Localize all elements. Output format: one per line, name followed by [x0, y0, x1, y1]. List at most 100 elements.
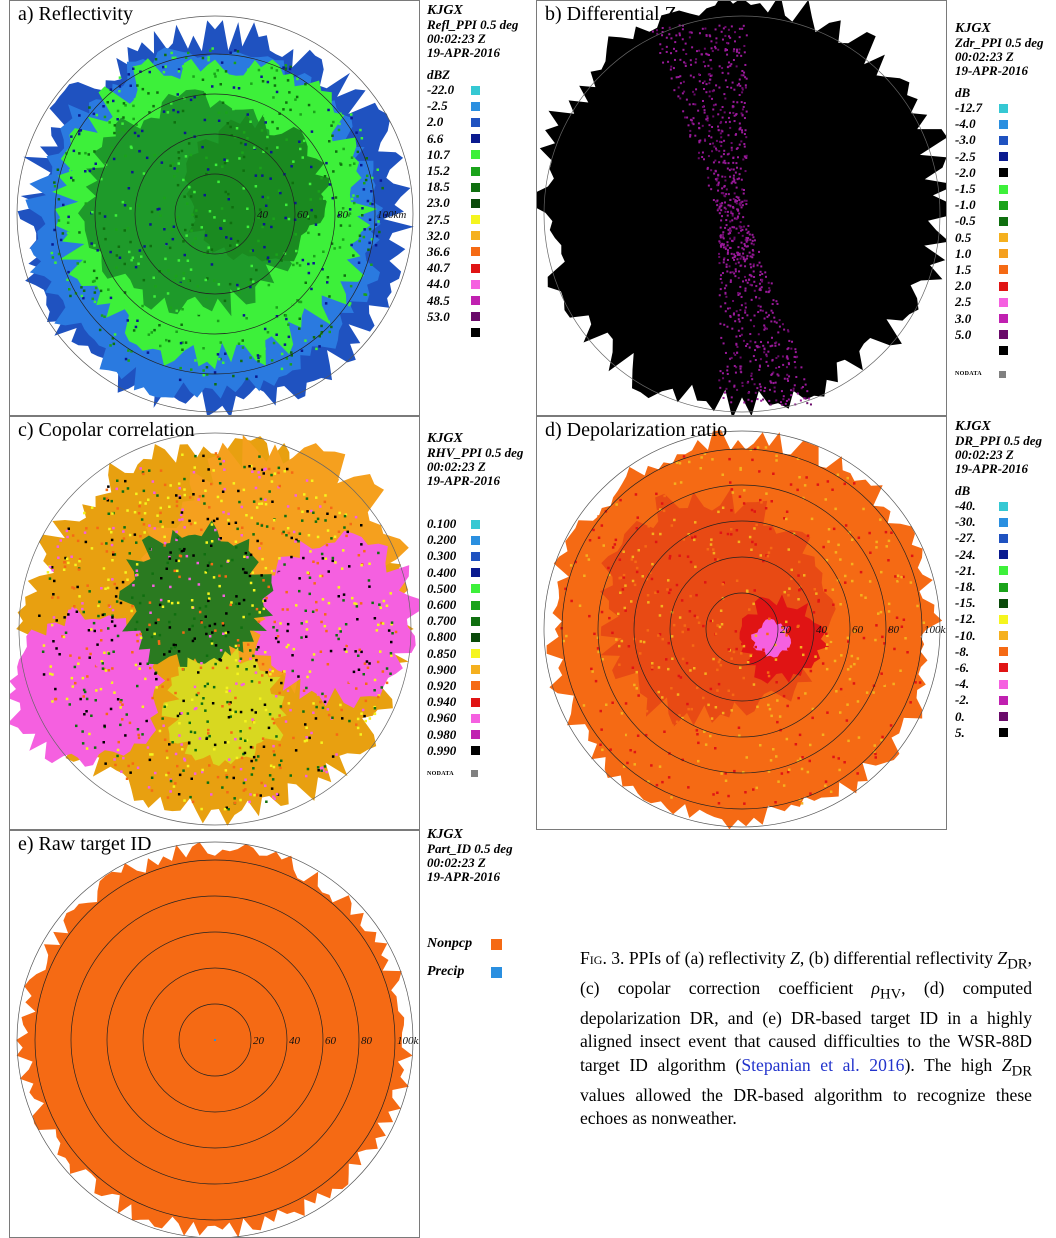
legend-swatch: [999, 152, 1008, 162]
legend-entry-label: 36.6: [427, 243, 450, 259]
legend-entry-label: 18.5: [427, 179, 450, 195]
legend-swatch: [471, 746, 480, 756]
panel-title-a: a) Reflectivity: [18, 3, 133, 25]
legend-entry: 0.850: [427, 646, 523, 662]
legend-swatch: [999, 200, 1008, 210]
legend-entry: 6.6: [427, 131, 518, 147]
legend-entry-label: 48.5: [427, 292, 450, 308]
legend-entry: 2.0: [955, 278, 1043, 294]
legend-swatch: [471, 697, 480, 707]
legend-entry-label: 0.960: [427, 710, 457, 726]
legend-unit: dB: [955, 483, 971, 498]
citation-link[interactable]: Stepanian et al. 2016: [741, 1054, 905, 1075]
legend-entry: -1.0: [955, 197, 1043, 213]
legend-swatch: [999, 550, 1008, 560]
legend-swatch: [471, 665, 480, 675]
legend-swatch: [999, 663, 1008, 673]
ppi-image-d: 20 40 60 80 100km: [543, 430, 946, 829]
legend-entry-label: 1.5: [955, 261, 972, 277]
legend-unit: dB: [955, 85, 971, 100]
legend-entry-label: 0.900: [427, 661, 457, 677]
panel-title-d: d) Depolarization ratio: [545, 419, 728, 441]
legend-header-line: KJGX: [427, 3, 463, 18]
legend-entry-label: 44.0: [427, 276, 450, 292]
legend-swatch: [471, 117, 480, 127]
legend-entry: 0.700: [427, 613, 523, 629]
legend-entry-label: 23.0: [427, 195, 450, 211]
legend-entry-label: 32.0: [427, 227, 450, 243]
legend-nodata-swatch: [999, 370, 1006, 378]
legend-swatch: [471, 681, 480, 691]
legend-c: KJGX RHV_PPI 0.5 deg 00:02:23 Z 19-APR-2016…: [427, 432, 523, 781]
legend-entry-label: 10.7: [427, 146, 450, 162]
legend-entry: 32.0: [427, 228, 518, 244]
legend-entry-label: -12.: [955, 611, 976, 627]
legend-swatch: [999, 501, 1008, 511]
legend-header-line: RHV_PPI 0.5 deg: [427, 445, 524, 460]
svg-text:100km: 100km: [377, 209, 406, 221]
legend-entry-label: 0.100: [427, 516, 457, 532]
legend-swatch: [999, 135, 1008, 145]
svg-text:60: 60: [852, 624, 864, 636]
legend-swatch: [999, 233, 1008, 243]
legend-nodata-label: NODATA: [427, 770, 454, 777]
ppi-image-e: 20 40 60 80 100km: [16, 841, 419, 1237]
legend-entry: -3.0: [955, 132, 1043, 148]
legend-swatch: [999, 281, 1008, 291]
legend-entry: -30.: [955, 514, 1042, 530]
legend-swatch: [999, 598, 1008, 608]
legend-entry-label: -40.: [955, 498, 976, 514]
legend-header-line: Zdr_PPI 0.5 deg: [955, 35, 1044, 50]
legend-entry-label: 3.0: [955, 310, 972, 326]
legend-swatch: [471, 279, 480, 289]
legend-entry-label: 0.: [955, 708, 965, 724]
legend-swatch: [999, 695, 1008, 705]
legend-entry: 36.6: [427, 244, 518, 260]
legend-entry: 0.940: [427, 694, 523, 710]
ppi-frame-a: 40 60 80 100km a) Reflectivity: [9, 0, 420, 416]
legend-entry-label: -15.: [955, 595, 976, 611]
legend-entry-label: 0.300: [427, 548, 457, 564]
svg-text:80: 80: [337, 209, 349, 221]
legend-entry: -1.5: [955, 181, 1043, 197]
svg-text:20: 20: [780, 624, 792, 636]
legend-b: KJGX Zdr_PPI 0.5 deg 00:02:23 Z 19-APR-2016…: [955, 22, 1043, 381]
legend-swatch: [471, 551, 480, 561]
legend-entry-label: 0.800: [427, 629, 457, 645]
legend-entry: 48.5: [427, 292, 518, 308]
legend-entry-label: -1.5: [955, 181, 976, 197]
legend-entry: 40.7: [427, 260, 518, 276]
legend-header-line: 19-APR-2016: [427, 473, 500, 488]
legend-header-line: DR_PPI 0.5 deg: [955, 433, 1043, 448]
legend-entry-label: -8.: [955, 643, 970, 659]
legend-entry-label: -6.: [955, 659, 970, 675]
legend-entry-label: -30.: [955, 514, 976, 530]
ppi-image-a: 40 60 80 100km: [16, 15, 414, 415]
legend-swatch: [471, 231, 480, 241]
legend-entry: -27.: [955, 530, 1042, 546]
svg-text:60: 60: [325, 1035, 337, 1047]
legend-header-line: KJGX: [955, 21, 991, 36]
legend-entry: [955, 343, 1043, 359]
ppi-image-b: [537, 1, 946, 415]
legend-entry-label: -0.5: [955, 213, 976, 229]
legend-e: KJGX Part_ID 0.5 deg 00:02:23 Z 19-APR-2016…: [427, 828, 513, 986]
legend-entry: -8.: [955, 644, 1042, 660]
legend-swatch: [999, 168, 1008, 178]
caption-label: Fig. 3.: [580, 948, 625, 968]
legend-nodata: NODATA: [427, 767, 523, 781]
svg-text:60: 60: [297, 209, 309, 221]
legend-swatch: [471, 150, 480, 160]
legend-swatch: [471, 198, 480, 208]
legend-swatch: [999, 346, 1008, 356]
legend-entry-label: -24.: [955, 546, 976, 562]
legend-swatch: [471, 134, 480, 144]
legend-entry: -12.7: [955, 100, 1043, 116]
legend-entry: -6.: [955, 660, 1042, 676]
legend-swatch: [999, 533, 1008, 543]
legend-entry-label: -2.: [955, 692, 970, 708]
legend-header-line: 19-APR-2016: [427, 869, 500, 884]
legend-entry: 0.200: [427, 532, 523, 548]
legend-swatch: [471, 649, 480, 659]
legend-header-line: Part_ID 0.5 deg: [427, 841, 513, 856]
